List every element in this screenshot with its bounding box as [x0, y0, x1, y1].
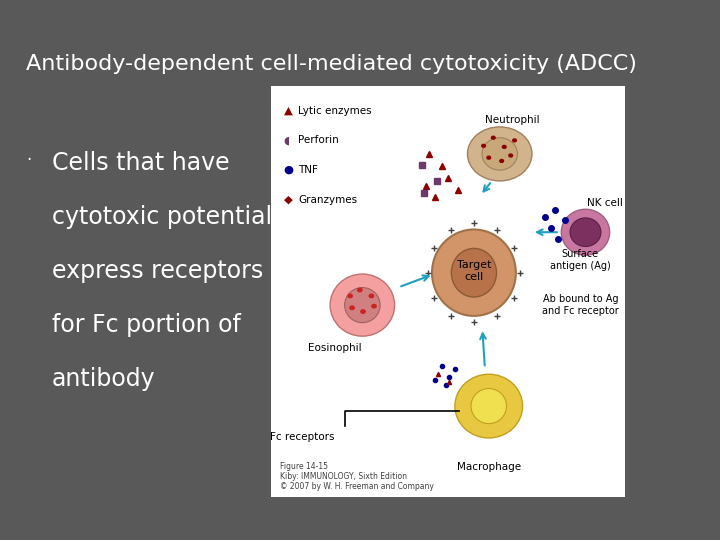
Ellipse shape: [349, 306, 355, 310]
Ellipse shape: [482, 138, 518, 170]
Text: Perforin: Perforin: [298, 136, 338, 145]
Text: antibody: antibody: [52, 367, 156, 391]
Ellipse shape: [512, 138, 517, 143]
Text: express receptors: express receptors: [52, 259, 263, 283]
Text: Neutrophil: Neutrophil: [485, 115, 540, 125]
Text: TNF: TNF: [298, 165, 318, 175]
Ellipse shape: [371, 303, 377, 309]
Text: Eosinophil: Eosinophil: [308, 343, 362, 353]
Text: ●: ●: [284, 165, 294, 175]
Text: for Fc portion of: for Fc portion of: [52, 313, 240, 337]
Text: Cells that have: Cells that have: [52, 151, 229, 175]
Text: Antibody-dependent cell-mediated cytotoxicity (ADCC): Antibody-dependent cell-mediated cytotox…: [26, 54, 636, 74]
Ellipse shape: [562, 210, 610, 255]
Ellipse shape: [360, 309, 366, 314]
Ellipse shape: [570, 218, 601, 246]
Text: ·: ·: [26, 151, 31, 169]
Text: NK cell: NK cell: [587, 198, 623, 207]
Text: Lytic enzymes: Lytic enzymes: [298, 106, 372, 116]
Ellipse shape: [508, 153, 513, 158]
Ellipse shape: [499, 159, 504, 163]
Ellipse shape: [481, 144, 486, 148]
Ellipse shape: [357, 287, 363, 293]
Ellipse shape: [486, 156, 491, 160]
Ellipse shape: [502, 145, 507, 149]
Ellipse shape: [369, 293, 374, 298]
Text: Surface
antigen (Ag): Surface antigen (Ag): [550, 249, 611, 271]
Text: cytotoxic potential: cytotoxic potential: [52, 205, 271, 229]
Ellipse shape: [347, 293, 353, 298]
Ellipse shape: [455, 374, 523, 438]
Ellipse shape: [471, 389, 506, 423]
Text: Target
cell: Target cell: [456, 260, 491, 282]
Ellipse shape: [451, 248, 497, 297]
Text: ▲: ▲: [284, 106, 292, 116]
Text: ◆: ◆: [284, 195, 292, 205]
FancyBboxPatch shape: [271, 86, 626, 497]
Text: Figure 14-15
Kiby: IMMUNOLOGY, Sixth Edition
© 2007 by W. H. Freeman and Company: Figure 14-15 Kiby: IMMUNOLOGY, Sixth Edi…: [281, 462, 434, 491]
Ellipse shape: [345, 287, 380, 322]
Text: Granzymes: Granzymes: [298, 195, 357, 205]
Text: Ab bound to Ag
and Fc receptor: Ab bound to Ag and Fc receptor: [542, 294, 618, 316]
Ellipse shape: [491, 136, 496, 140]
Text: Macrophage: Macrophage: [456, 462, 521, 472]
Ellipse shape: [330, 274, 395, 336]
Text: ◖: ◖: [284, 136, 289, 145]
Text: Fc receptors: Fc receptors: [269, 433, 334, 442]
Ellipse shape: [432, 230, 516, 316]
Ellipse shape: [467, 127, 532, 181]
